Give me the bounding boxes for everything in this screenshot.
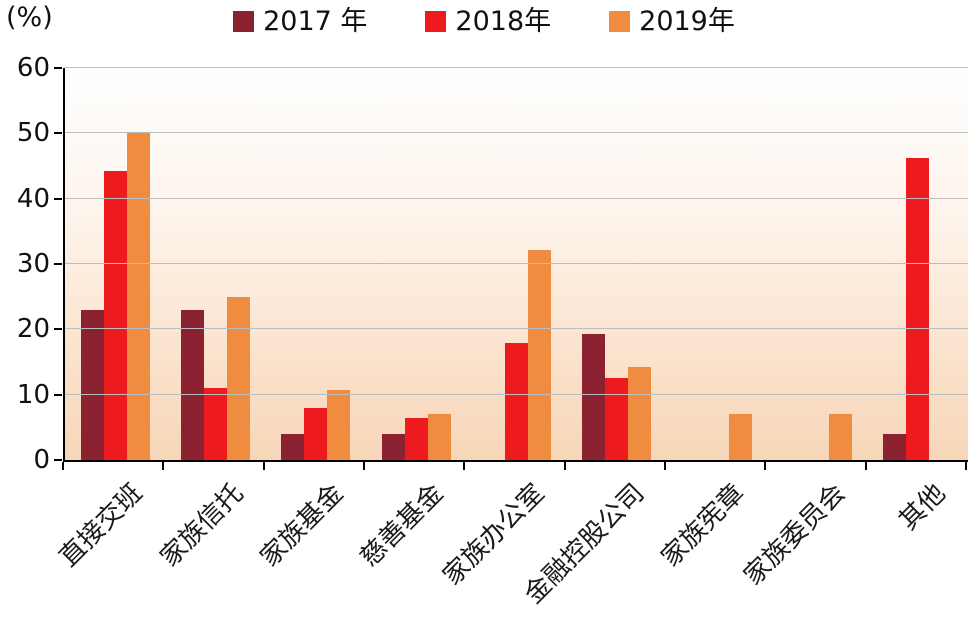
x-axis-tick xyxy=(162,462,165,470)
bar-group-5 xyxy=(466,68,566,460)
legend-label: 2019年 xyxy=(639,6,735,37)
bar-2019-家族委员会 xyxy=(828,413,852,460)
legend: 2017 年 2018年 2019年 xyxy=(0,8,968,35)
gridline xyxy=(65,67,968,68)
x-axis-category-label: 家族宪章 xyxy=(655,478,751,574)
bar-group-9 xyxy=(868,68,968,460)
y-axis-label: 20 xyxy=(16,314,50,345)
x-axis-category-label: 慈善基金 xyxy=(354,478,450,574)
y-axis-tick xyxy=(54,393,62,396)
bar-2019-慈善基金 xyxy=(427,413,451,460)
x-axis-category-label: 家族信托 xyxy=(154,478,249,574)
legend-item: 2018年 xyxy=(425,8,551,35)
bar-2017-直接交班 xyxy=(80,309,104,460)
gridline xyxy=(65,328,968,330)
bar-group-3 xyxy=(266,68,366,460)
legend-swatch-icon xyxy=(233,11,255,32)
legend-label: 2017 年 xyxy=(263,6,368,37)
y-axis-label: 50 xyxy=(16,118,50,149)
x-axis-category-label: 家族委员会 xyxy=(737,478,851,592)
bar-2018-慈善基金 xyxy=(404,418,428,460)
bar-group-2 xyxy=(165,68,265,460)
bar-2018-金融控股公司 xyxy=(605,378,629,460)
gridline xyxy=(65,197,968,199)
bar-2019-家族信托 xyxy=(226,296,250,460)
y-axis-label: 0 xyxy=(33,445,50,475)
bar-2019-家族基金 xyxy=(327,390,351,460)
x-axis-tick xyxy=(62,462,64,470)
x-axis-tick xyxy=(664,462,666,470)
x-axis-tick xyxy=(864,462,867,470)
gridline xyxy=(65,393,968,395)
x-axis-tick xyxy=(563,462,566,470)
y-axis-tick xyxy=(54,67,62,69)
bar-2019-家族宪章 xyxy=(728,413,752,460)
bar-2017-其他 xyxy=(883,433,907,460)
bar-2018-家族基金 xyxy=(304,408,328,460)
y-axis-label: 30 xyxy=(16,249,50,279)
bar-group-6 xyxy=(567,68,667,460)
x-axis-tick xyxy=(363,462,365,470)
gridline xyxy=(65,263,968,264)
x-axis-tick xyxy=(764,462,767,470)
bar-2017-家族基金 xyxy=(281,433,305,460)
bar-group-8 xyxy=(767,68,867,460)
y-axis-tick xyxy=(54,132,62,135)
bar-2018-家族信托 xyxy=(203,388,227,460)
y-axis-tick xyxy=(54,263,62,265)
x-axis-category-label: 直接交班 xyxy=(53,478,149,574)
x-axis-category-label: 家族基金 xyxy=(254,478,350,574)
legend-item: 2017 年 xyxy=(233,8,367,35)
legend-swatch-icon xyxy=(609,11,631,32)
bar-2019-家族办公室 xyxy=(527,250,551,460)
x-axis-tick xyxy=(965,462,967,470)
bar-2018-家族办公室 xyxy=(504,343,528,460)
bar-2017-金融控股公司 xyxy=(582,333,606,460)
legend-item: 2019年 xyxy=(609,8,735,35)
x-axis-category-label: 其他 xyxy=(893,478,952,537)
legend-swatch-icon xyxy=(425,11,447,32)
bar-2017-慈善基金 xyxy=(381,433,405,460)
bar-2019-直接交班 xyxy=(126,133,150,460)
y-axis-label: 10 xyxy=(16,379,50,410)
plot-area xyxy=(63,67,968,462)
y-axis-label: 60 xyxy=(16,53,50,83)
bar-group-4 xyxy=(366,68,466,460)
gridline xyxy=(65,132,968,134)
y-axis-tick xyxy=(54,328,62,331)
legend-label: 2018年 xyxy=(455,6,552,37)
bar-2019-金融控股公司 xyxy=(628,366,652,460)
bar-2018-直接交班 xyxy=(103,170,127,460)
bar-group-1 xyxy=(65,68,165,460)
x-axis-tick xyxy=(262,462,265,470)
bar-group-7 xyxy=(667,68,767,460)
bar-2018-其他 xyxy=(906,157,930,460)
bar-2017-家族信托 xyxy=(180,309,204,460)
y-axis-label: 40 xyxy=(16,183,50,214)
y-axis-unit-label: (%) xyxy=(6,2,53,33)
bars-layer xyxy=(65,68,968,460)
x-axis-tick xyxy=(463,462,466,470)
y-axis-tick xyxy=(54,459,62,461)
y-axis-tick xyxy=(54,197,62,200)
